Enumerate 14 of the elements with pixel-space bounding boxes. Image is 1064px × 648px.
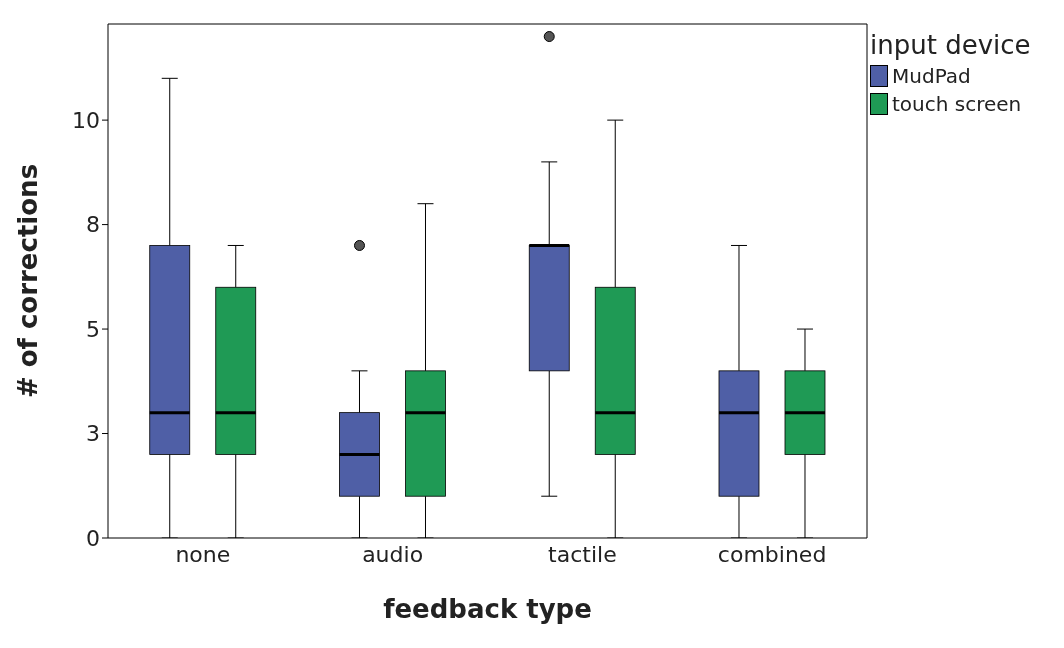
y-tick-label: 0 bbox=[86, 525, 100, 551]
x-tick-label: audio bbox=[362, 541, 424, 567]
legend-label: touch screen bbox=[891, 92, 1023, 116]
y-axis-title: # of corrections bbox=[13, 163, 44, 399]
y-tick-label: 3 bbox=[86, 421, 100, 447]
x-tick-label: none bbox=[175, 541, 231, 567]
legend-label: MudPad bbox=[891, 64, 972, 88]
y-tick-label: 5 bbox=[86, 316, 100, 342]
legend-title: input device bbox=[870, 30, 1031, 60]
y-tick-label: 10 bbox=[72, 107, 100, 133]
x-axis-title: feedback type bbox=[383, 594, 592, 624]
y-tick-label: 8 bbox=[86, 212, 100, 238]
x-tick-label: combined bbox=[717, 541, 827, 567]
x-tick-label: tactile bbox=[548, 541, 617, 567]
